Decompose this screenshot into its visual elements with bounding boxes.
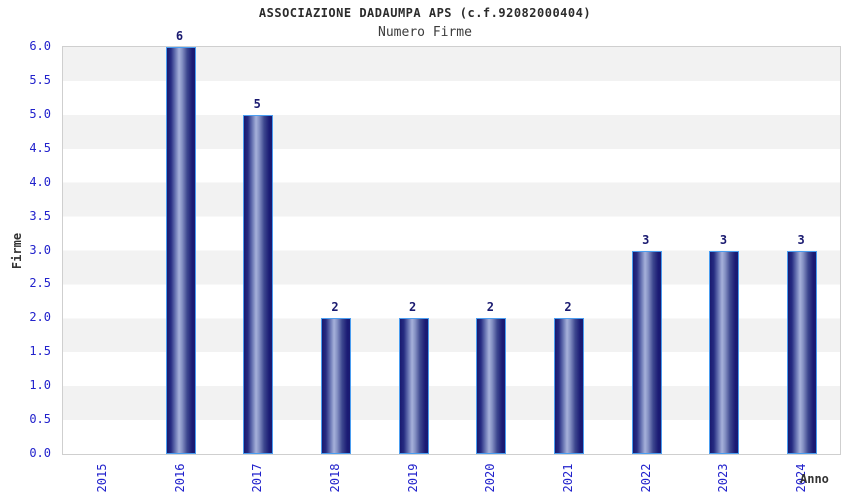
chart-subtitle: Numero Firme [378, 25, 472, 40]
y-tick-label: 2.5 [29, 276, 51, 291]
x-tick-label: 2020 [483, 463, 498, 493]
bar-value-label: 6 [175, 29, 184, 43]
x-tick-label: 2018 [327, 463, 342, 493]
y-tick-label: 1.5 [29, 344, 51, 359]
y-tick-label: 0.0 [29, 446, 51, 460]
bar [165, 47, 196, 454]
bar [320, 318, 351, 454]
y-tick-label: 2.0 [29, 310, 51, 325]
bar-value-label: 2 [409, 300, 417, 315]
y-tick-label: 4.5 [29, 140, 51, 155]
bar [476, 318, 507, 454]
bar [243, 114, 274, 454]
bar [631, 250, 662, 454]
bar [398, 318, 429, 454]
y-tick-label: 3.5 [29, 208, 51, 223]
y-tick-label: 5.5 [29, 72, 51, 87]
y-tick-label: 6.0 [29, 39, 51, 53]
bar-value-label: 3 [642, 232, 650, 247]
x-tick-label: 2016 [172, 463, 187, 493]
y-tick-label: 0.5 [29, 412, 51, 427]
chart-title: ASSOCIAZIONE DADAUMPA APS (c.f.920820004… [258, 6, 592, 20]
x-tick-label: 2023 [716, 463, 731, 493]
bar-value-label: 2 [564, 300, 572, 315]
x-tick-label: 2022 [638, 463, 653, 493]
x-tick-label: 2021 [561, 463, 576, 493]
plot-area [62, 46, 841, 455]
y-tick-label: 5.0 [29, 106, 51, 121]
bar-value-label: 5 [253, 96, 261, 111]
bar-value-label: 3 [719, 232, 728, 247]
bar-value-label: 3 [797, 232, 805, 247]
bar [554, 318, 585, 454]
bar-value-label: 2 [486, 300, 494, 315]
y-tick-label: 1.0 [29, 378, 51, 393]
bar [787, 250, 818, 454]
x-tick-label: 2015 [94, 463, 109, 493]
x-tick-label: 2017 [250, 463, 265, 493]
y-tick-label: 3.0 [29, 242, 51, 257]
bar [709, 250, 740, 454]
x-axis-title: Anno [800, 472, 829, 486]
y-tick-label: 4.0 [29, 174, 51, 189]
x-tick-label: 2019 [405, 463, 420, 493]
bar-value-label: 2 [331, 300, 339, 315]
